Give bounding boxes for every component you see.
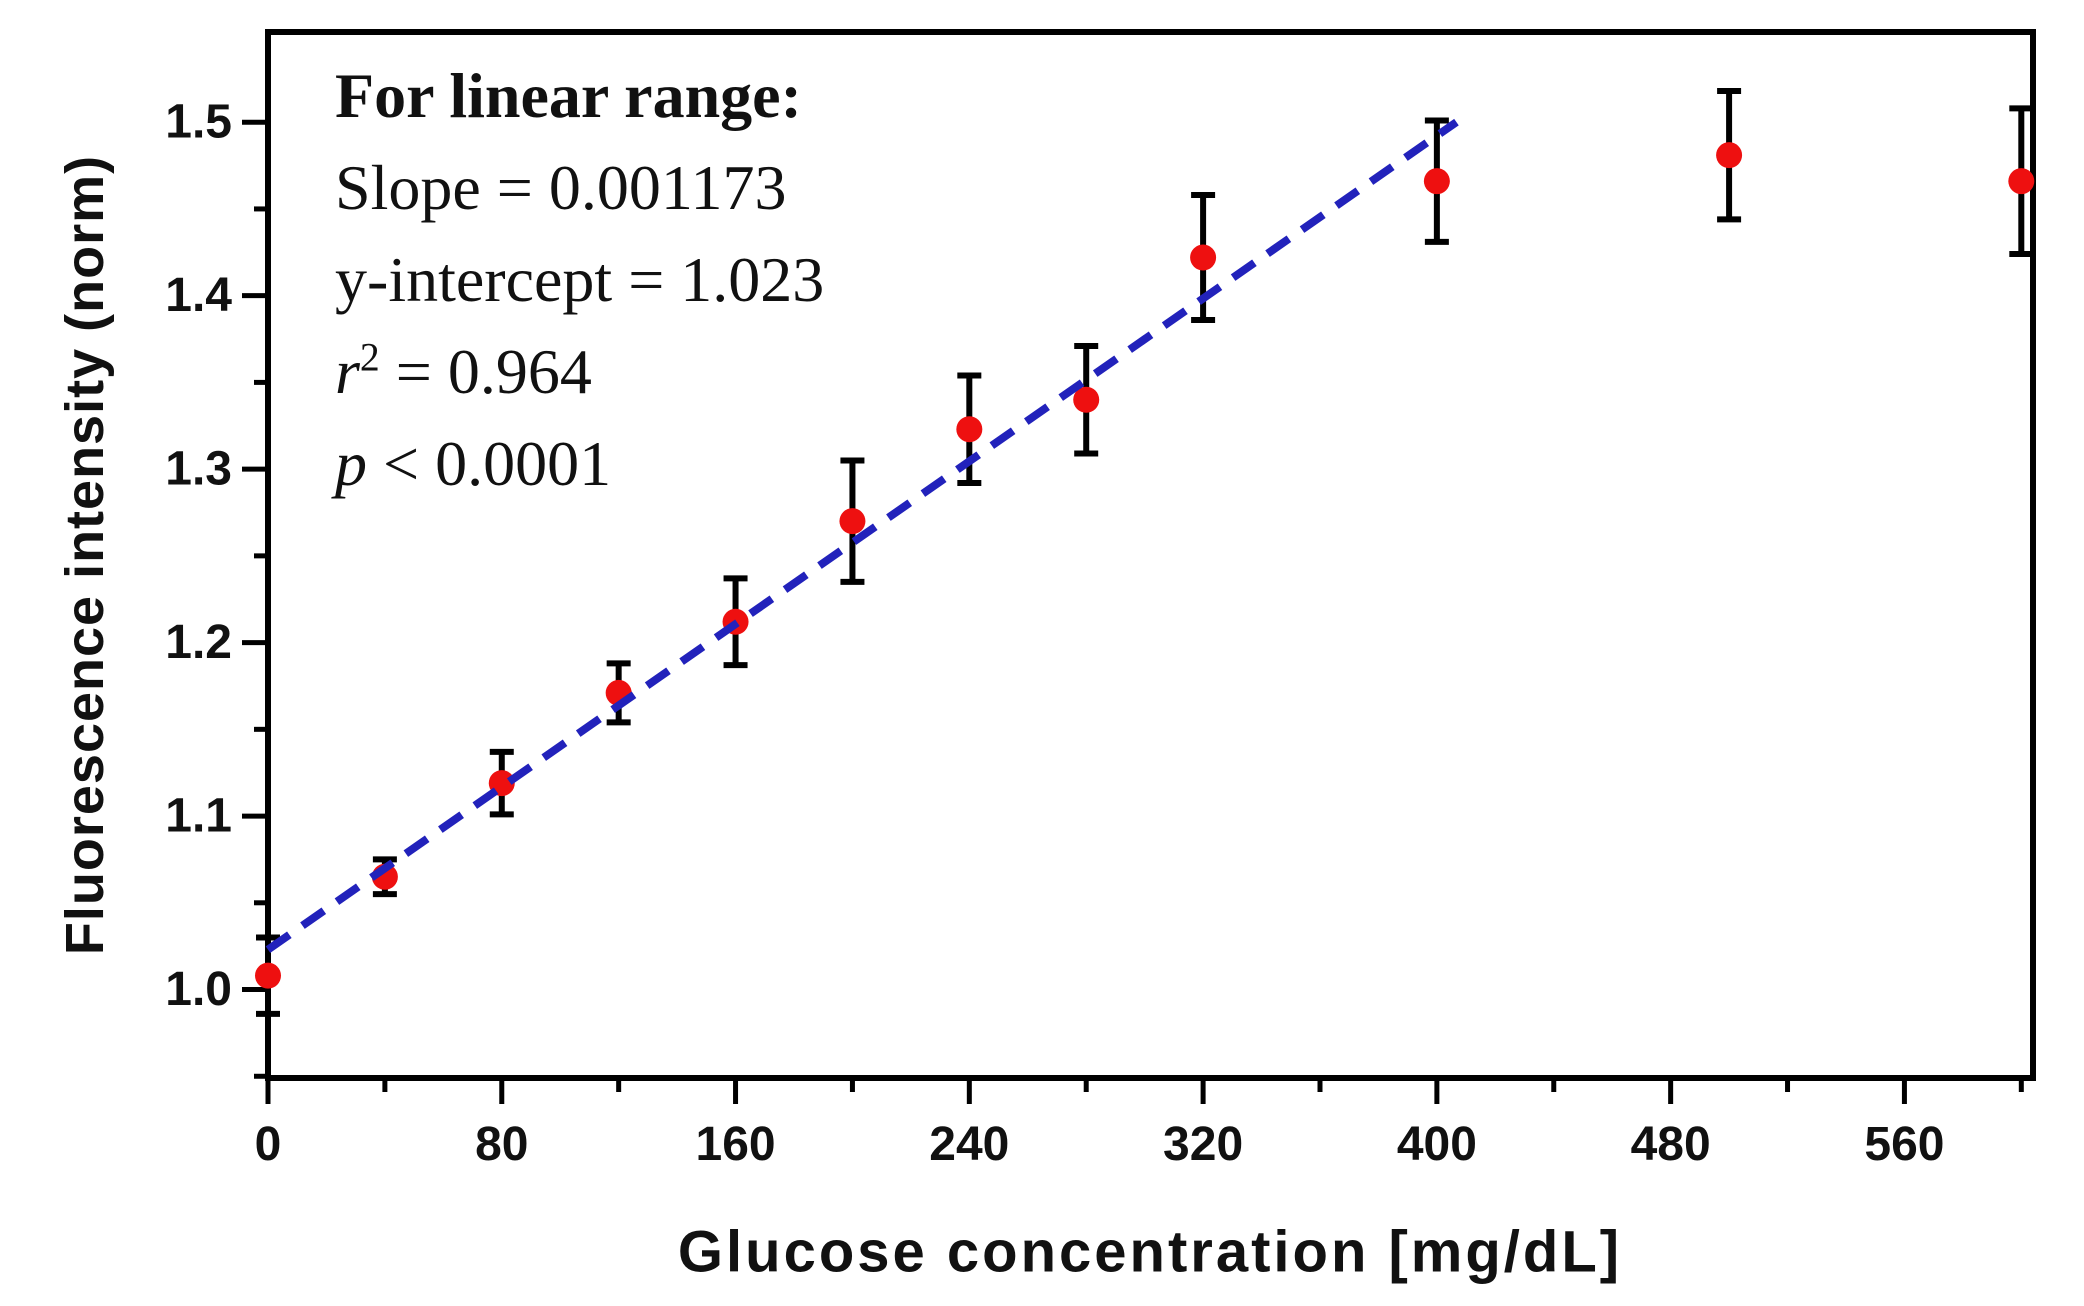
x-tick-label: 560	[1864, 1118, 1944, 1171]
data-point	[956, 416, 983, 443]
data-point	[2008, 168, 2035, 195]
fit-stats-annotation: For linear range: Slope = 0.001173 y-int…	[335, 50, 824, 510]
y-axis-title: Fluorescence intensity (norm)	[55, 154, 115, 956]
fit-line	[265, 118, 1459, 953]
y-tick-label: 1.1	[165, 790, 232, 843]
x-tick-label: 160	[696, 1118, 776, 1171]
annotation-heading: For linear range:	[335, 60, 802, 131]
data-point	[1423, 168, 1450, 195]
y-tick-label: 1.3	[165, 443, 232, 496]
data-point	[255, 962, 281, 989]
data-point	[1716, 142, 1743, 169]
annotation-slope: Slope = 0.001173	[335, 152, 787, 223]
annotation-r-squared: r2 = 0.964	[335, 335, 592, 407]
x-axis-title: Glucose concentration [mg/dL]	[677, 1219, 1623, 1285]
x-tick-label: 240	[929, 1118, 1009, 1171]
x-tick-label: 400	[1397, 1118, 1477, 1171]
x-tick-label: 0	[255, 1118, 282, 1171]
y-tick-label: 1.2	[165, 616, 232, 669]
annotation-p-value: p < 0.0001	[335, 428, 612, 499]
y-tick-label: 1.4	[165, 269, 232, 322]
data-point	[1073, 386, 1100, 413]
annotation-intercept: y-intercept = 1.023	[335, 244, 825, 315]
data-point	[839, 508, 866, 535]
x-tick-label: 320	[1163, 1118, 1243, 1171]
y-tick-label: 1.0	[165, 963, 232, 1016]
x-tick-label: 480	[1631, 1118, 1711, 1171]
data-point	[1190, 244, 1217, 271]
x-tick-label: 80	[475, 1118, 528, 1171]
y-tick-label: 1.5	[165, 96, 232, 149]
